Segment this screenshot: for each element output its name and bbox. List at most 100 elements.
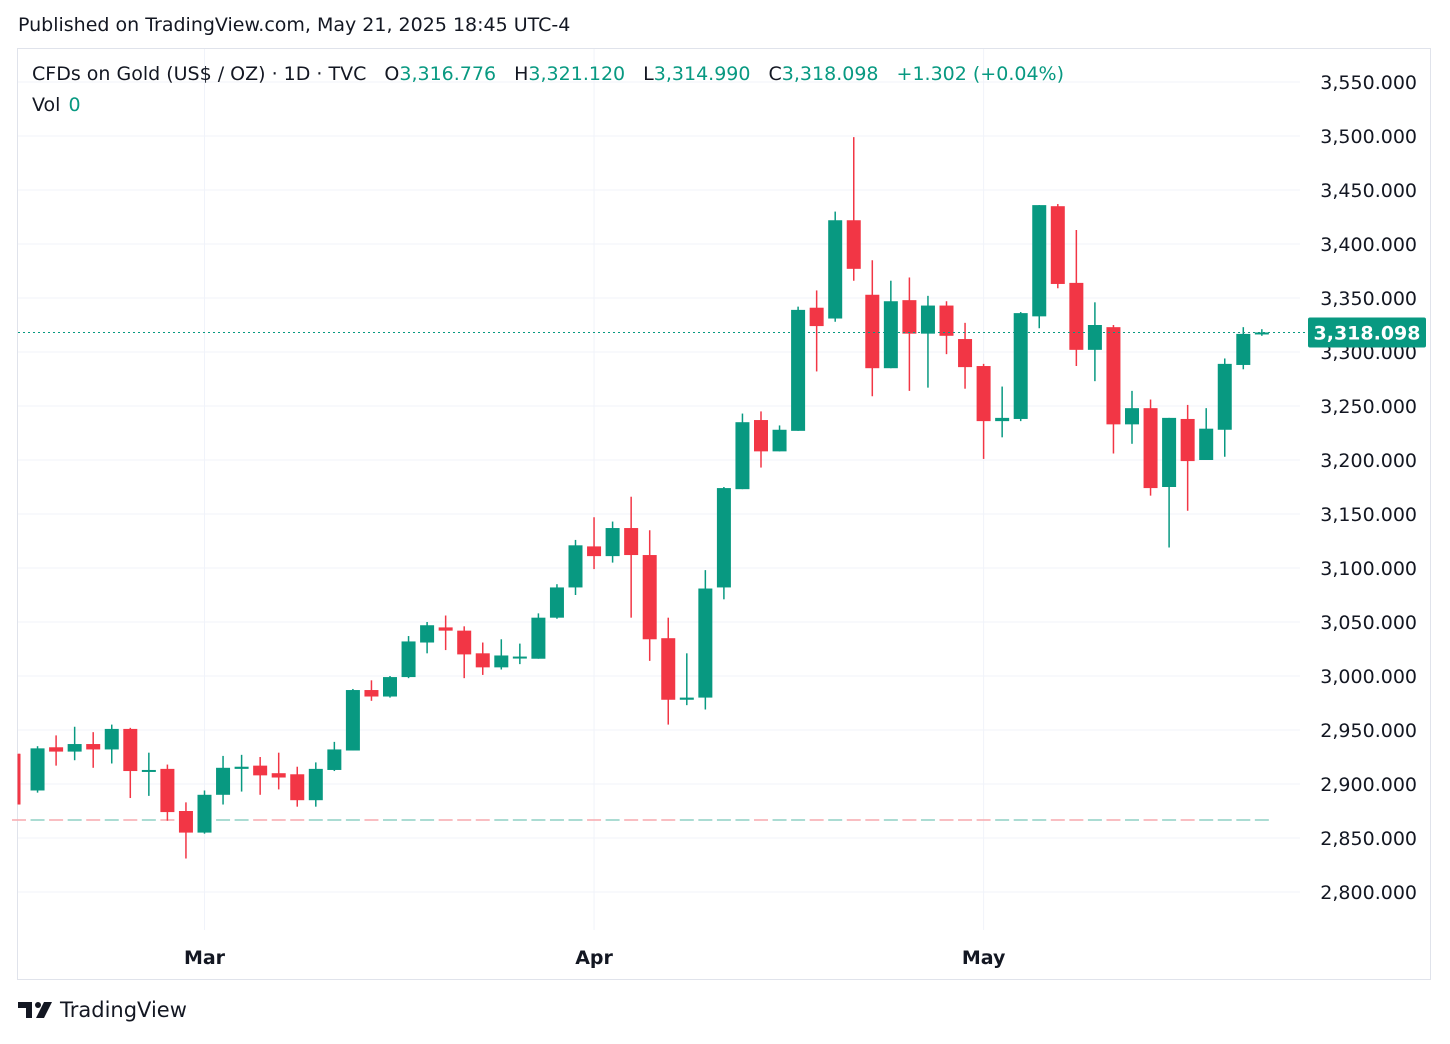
candle-body: [345, 690, 360, 751]
y-tick-label: 2,900.000: [1320, 774, 1417, 796]
candle-body: [271, 773, 286, 778]
candle: [123, 727, 138, 799]
candle-body: [1106, 327, 1121, 425]
y-tick-label: 2,800.000: [1320, 882, 1417, 904]
candle: [735, 413, 750, 490]
candle: [1143, 399, 1158, 496]
candle: [86, 732, 101, 768]
candle: [308, 762, 323, 807]
candle-body: [1217, 363, 1232, 430]
candle-body: [791, 309, 806, 431]
candle-body: [123, 728, 138, 772]
brand-name: TradingView: [60, 998, 187, 1022]
y-tick-label: 3,000.000: [1320, 666, 1417, 688]
candle: [939, 301, 954, 355]
candle-body: [438, 627, 453, 631]
candle-body: [902, 300, 917, 334]
candle-body: [364, 690, 379, 697]
footer-brand[interactable]: TradingView: [18, 998, 187, 1022]
candle-body: [17, 753, 21, 805]
candle: [1087, 302, 1102, 382]
candle-body: [160, 768, 175, 813]
price-axis: 3,550.000 3,500.000 3,450.000 3,400.000 3,35…: [1320, 72, 1417, 904]
candle-body: [605, 528, 620, 557]
candle-body: [883, 301, 898, 369]
close-value: 3,318.098: [781, 63, 879, 85]
last-price-label: 3,318.098: [1314, 322, 1421, 344]
published-caption: Published on TradingView.com, May 21, 20…: [18, 14, 571, 36]
candle-body: [383, 677, 397, 697]
last-price-badge: [1308, 317, 1426, 348]
candle-body: [1050, 206, 1065, 284]
candle-body: [216, 767, 231, 795]
candle-body: [1013, 313, 1028, 419]
candle: [457, 626, 472, 679]
candle: [141, 752, 156, 796]
candle: [512, 643, 527, 665]
candle: [327, 741, 342, 772]
candle-body: [67, 744, 82, 752]
candle-body: [568, 545, 583, 588]
candle: [902, 277, 917, 391]
candle-body: [1199, 428, 1214, 460]
candle-body: [1069, 282, 1084, 350]
x-tick-label: May: [962, 947, 1006, 969]
candle: [1032, 205, 1047, 329]
candle: [531, 613, 546, 659]
candle: [587, 517, 602, 570]
candle: [1236, 327, 1251, 370]
chart-frame[interactable]: [17, 48, 1431, 980]
candle: [828, 211, 843, 322]
high-label: H: [514, 63, 529, 85]
candle: [1050, 204, 1065, 289]
candle-body: [30, 748, 45, 791]
y-tick-label: 3,300.000: [1320, 342, 1417, 364]
candle-body: [401, 641, 416, 678]
candle: [1254, 329, 1269, 336]
candle: [698, 570, 713, 710]
y-tick-label: 3,200.000: [1320, 450, 1417, 472]
candle-body: [512, 656, 527, 659]
candle: [1180, 404, 1195, 511]
y-tick-label: 3,350.000: [1320, 288, 1417, 310]
y-tick-label: 3,400.000: [1320, 234, 1417, 256]
candle-body: [846, 220, 861, 269]
candle-body: [475, 653, 490, 668]
candle-body: [642, 555, 657, 640]
candle: [197, 790, 212, 834]
candle-body: [531, 617, 546, 659]
x-tick-label: Apr: [575, 947, 613, 969]
symbol-title: CFDs on Gold (US$ / OZ) · 1D · TVC: [32, 63, 367, 85]
candle: [642, 530, 657, 661]
candle: [754, 411, 768, 468]
candle-body: [1180, 418, 1195, 462]
candle: [1069, 229, 1084, 367]
candle: [1106, 325, 1121, 454]
candle: [976, 363, 991, 459]
candle-body: [49, 747, 64, 752]
candle: [30, 746, 45, 793]
candle: [716, 487, 731, 600]
candle-body: [809, 307, 824, 327]
high-value: 3,321.120: [528, 63, 626, 85]
volume-label: Vol: [32, 94, 61, 116]
candle: [1125, 390, 1139, 444]
y-tick-label: 2,850.000: [1320, 828, 1417, 850]
candle: [271, 752, 286, 790]
candle-body: [1236, 333, 1251, 365]
candle: [383, 676, 397, 698]
candle-body: [1162, 417, 1177, 487]
candle-body: [197, 794, 212, 833]
candle-body: [772, 429, 787, 452]
candle-body: [141, 769, 156, 772]
candle-body: [587, 546, 602, 557]
open-label: O: [384, 63, 400, 85]
candle: [234, 754, 249, 792]
candle: [290, 766, 305, 807]
candle-body: [828, 220, 843, 319]
candle-body: [457, 630, 472, 655]
candle: [345, 688, 360, 751]
candle-body: [1032, 205, 1047, 317]
x-tick-label: Mar: [184, 947, 226, 969]
